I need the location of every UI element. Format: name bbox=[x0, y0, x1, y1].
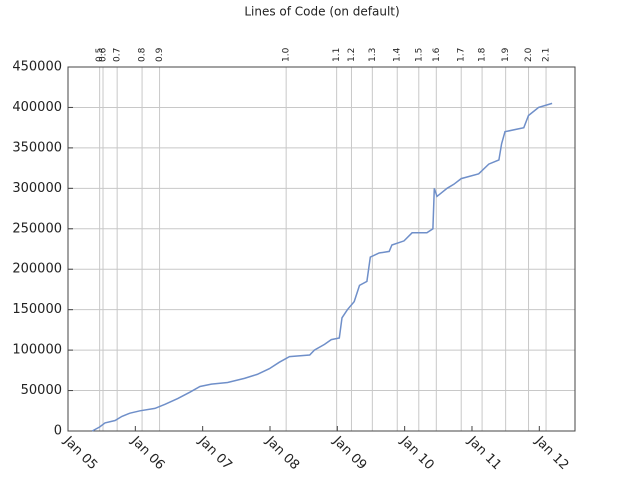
version-label: 1.4 bbox=[393, 47, 403, 62]
version-label: 1.7 bbox=[457, 48, 467, 62]
plot-frame bbox=[67, 66, 576, 432]
y-tick-label: 0 bbox=[54, 424, 62, 439]
y-tick-label: 300000 bbox=[12, 181, 62, 196]
y-tick-label: 200000 bbox=[12, 262, 62, 277]
y-tick-label: 150000 bbox=[12, 302, 62, 317]
version-label: 0.7 bbox=[113, 48, 123, 62]
version-label: 1.8 bbox=[478, 47, 488, 62]
version-label: 0.6 bbox=[99, 47, 109, 62]
version-label: 1.6 bbox=[432, 47, 442, 62]
version-label: 1.0 bbox=[282, 47, 292, 62]
version-label: 0.8 bbox=[138, 47, 148, 62]
y-tick-label: 350000 bbox=[12, 140, 62, 155]
version-label: 1.9 bbox=[501, 47, 511, 62]
version-label: 0.5 bbox=[95, 48, 105, 62]
series-line bbox=[91, 102, 553, 432]
version-label: 2.0 bbox=[524, 47, 534, 62]
version-label: 0.9 bbox=[155, 47, 165, 62]
version-label: 1.5 bbox=[414, 48, 424, 62]
y-tick-label: 250000 bbox=[12, 221, 62, 236]
version-label: 1.1 bbox=[332, 48, 342, 62]
y-tick-label: 100000 bbox=[12, 343, 62, 358]
y-tick-label: 50000 bbox=[21, 383, 62, 398]
version-label: 2.1 bbox=[542, 48, 552, 62]
version-label: 1.3 bbox=[368, 48, 378, 62]
y-tick-label: 400000 bbox=[12, 100, 62, 115]
y-tick-label: 450000 bbox=[12, 60, 62, 75]
chart-title: Lines of Code (on default) bbox=[244, 5, 399, 19]
version-label: 1.2 bbox=[347, 48, 357, 62]
